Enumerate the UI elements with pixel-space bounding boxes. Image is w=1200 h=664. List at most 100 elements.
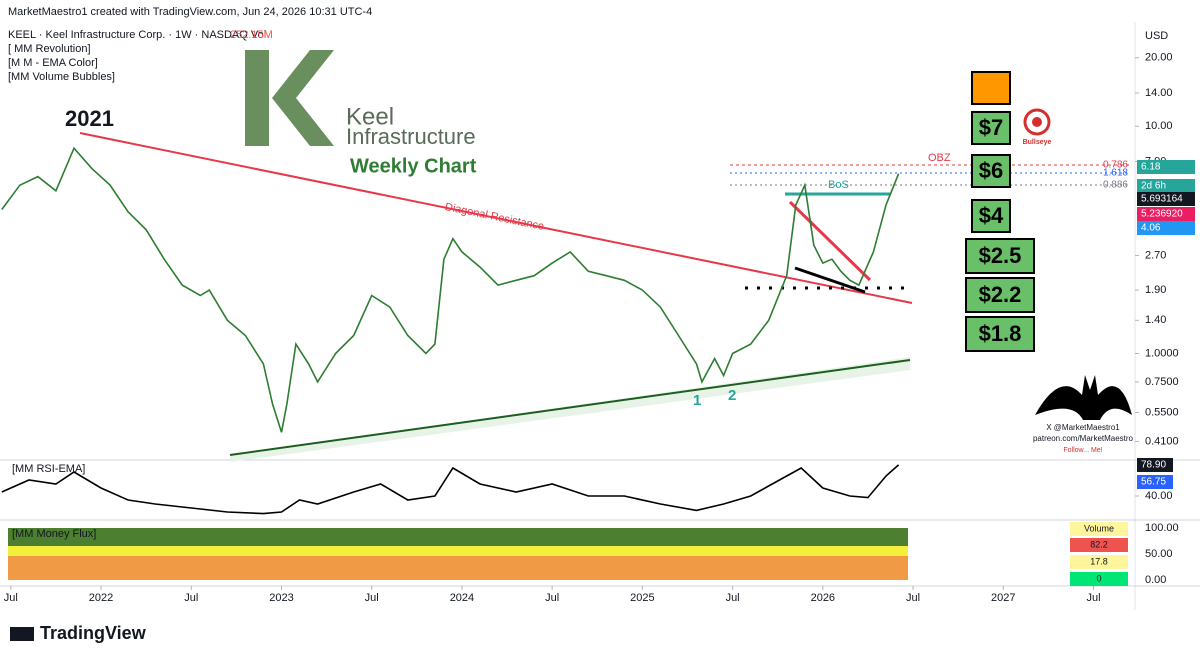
currency: USD — [1145, 30, 1168, 42]
axis-label: 100.00 — [1145, 522, 1179, 534]
x-tick-label: Jul — [545, 592, 559, 604]
price-tag-text: 78.90 — [1141, 460, 1166, 471]
logo-subtitle: Weekly Chart — [350, 155, 477, 177]
x-tick-label: Jul — [906, 592, 920, 604]
watermark: Follow... Me! — [1063, 447, 1102, 454]
footer: TradingView — [40, 623, 147, 643]
target-box — [965, 277, 1035, 313]
x-tick-label: 2027 — [991, 592, 1015, 604]
price-tag-text: 5.236920 — [1141, 209, 1183, 220]
price-tag-text: 56.75 — [1141, 477, 1166, 488]
resistance-line — [79, 132, 913, 304]
x-tick-label: Jul — [1086, 592, 1100, 604]
wedge-line — [788, 200, 872, 282]
symbol: KEEL · Keel Infrastructure Corp. · 1W · … — [8, 29, 266, 41]
y-tick-label: 1.90 — [1145, 284, 1166, 296]
x-tick-label: Jul — [184, 592, 198, 604]
fib-label: 0.886 — [1103, 180, 1128, 191]
x-tick-label: Jul — [726, 592, 740, 604]
target: $4 — [979, 203, 1004, 228]
fib-label: 1.618 — [1103, 168, 1128, 179]
pane-title: [MM Money Flux] — [12, 528, 96, 540]
logo-text: Infrastructure — [346, 124, 476, 149]
pane-title: [MM RSI-EMA] — [12, 463, 85, 475]
table-cell — [1070, 572, 1128, 586]
x-tick-label: Jul — [4, 592, 18, 604]
y-tick-label: 10.00 — [1145, 120, 1173, 132]
x-tick-label: 2024 — [450, 592, 474, 604]
y-tick-label: 2.70 — [1145, 249, 1166, 261]
table-cell — [1070, 522, 1128, 536]
price-tag — [1137, 475, 1173, 489]
bullseye-label: Bullseye — [1023, 139, 1052, 146]
x-tick-label: 2023 — [269, 592, 293, 604]
tv-logo — [10, 627, 34, 641]
indicator: [MM Volume Bubbles] — [8, 71, 115, 83]
annotation: BoS — [828, 179, 849, 191]
target-box — [971, 111, 1011, 145]
annotation: OBZ — [928, 152, 951, 164]
indicator: [ MM Revolution] — [8, 43, 91, 55]
price-tag — [1137, 179, 1195, 193]
watermark: X @MarketMaestro1 — [1046, 423, 1120, 432]
price-tag-text: 2d 6h — [1141, 181, 1166, 192]
logo-text: Keel — [346, 103, 394, 130]
support-line — [229, 359, 911, 456]
target-box — [965, 316, 1035, 352]
watermark: patreon.com/MarketMaestro — [1033, 434, 1134, 443]
y-tick-label: 1.0000 — [1145, 347, 1179, 359]
table-cell — [1070, 555, 1128, 569]
price-tag-text: 6.18 — [1141, 162, 1161, 173]
y-tick-label: 40.00 — [1145, 490, 1173, 502]
annotation: 2021 — [65, 106, 114, 131]
y-tick-label: 0.7500 — [1145, 376, 1179, 388]
indicator: [M M - EMA Color] — [8, 57, 98, 69]
x-tick-label: 2025 — [630, 592, 654, 604]
money-flux-area — [8, 556, 908, 580]
annotation: 1 — [693, 392, 701, 409]
target-box — [971, 199, 1011, 233]
target-box — [965, 238, 1035, 274]
table-text: 0 — [1096, 573, 1101, 583]
x-tick-label: 2026 — [811, 592, 835, 604]
x-tick-label: Jul — [365, 592, 379, 604]
creator: MarketMaestro1 created with TradingView.… — [8, 6, 372, 18]
price-line — [1, 146, 900, 433]
price-tag — [1137, 221, 1195, 235]
target: $2.5 — [979, 243, 1022, 268]
target: $7 — [979, 115, 1003, 140]
table-text: Volume — [1084, 523, 1114, 533]
target-box — [971, 154, 1011, 188]
table-text: 82.2 — [1090, 539, 1108, 549]
price-tag — [1137, 160, 1195, 174]
price-tag — [1137, 207, 1195, 221]
y-tick-label: 1.40 — [1145, 314, 1166, 326]
price-line — [1, 464, 900, 515]
y-tick-label: 0.4100 — [1145, 435, 1179, 447]
price-tag — [1137, 192, 1195, 206]
wedge-line — [794, 266, 866, 294]
price-tag — [1137, 458, 1173, 472]
money-flux-area — [8, 528, 908, 546]
price-tag-text: 5.693164 — [1141, 194, 1183, 205]
fib-label: 0.786 — [1103, 160, 1128, 171]
bullseye-icon — [1023, 108, 1051, 136]
table-text: 17.8 — [1090, 556, 1108, 566]
axis-label: 0.00 — [1145, 574, 1166, 586]
logo — [245, 50, 334, 146]
y-tick-label: 20.00 — [1145, 52, 1173, 64]
table-cell — [1070, 538, 1128, 552]
price-tag-text: 4.06 — [1141, 223, 1161, 234]
target: $2.2 — [979, 282, 1022, 307]
axis-label: 50.00 — [1145, 548, 1173, 560]
volume: 252.15M — [230, 29, 273, 41]
targets: $7 $6 $4 $2.5 $2.2 $1.8 — [965, 71, 1035, 352]
target: $1.8 — [979, 321, 1022, 346]
annotation: 2 — [728, 387, 736, 404]
y-tick-label: 14.00 — [1145, 87, 1173, 99]
x-tick-label: 2022 — [89, 592, 113, 604]
target-box — [971, 71, 1011, 105]
target: $6 — [979, 158, 1003, 183]
bat-logo — [1035, 375, 1132, 420]
